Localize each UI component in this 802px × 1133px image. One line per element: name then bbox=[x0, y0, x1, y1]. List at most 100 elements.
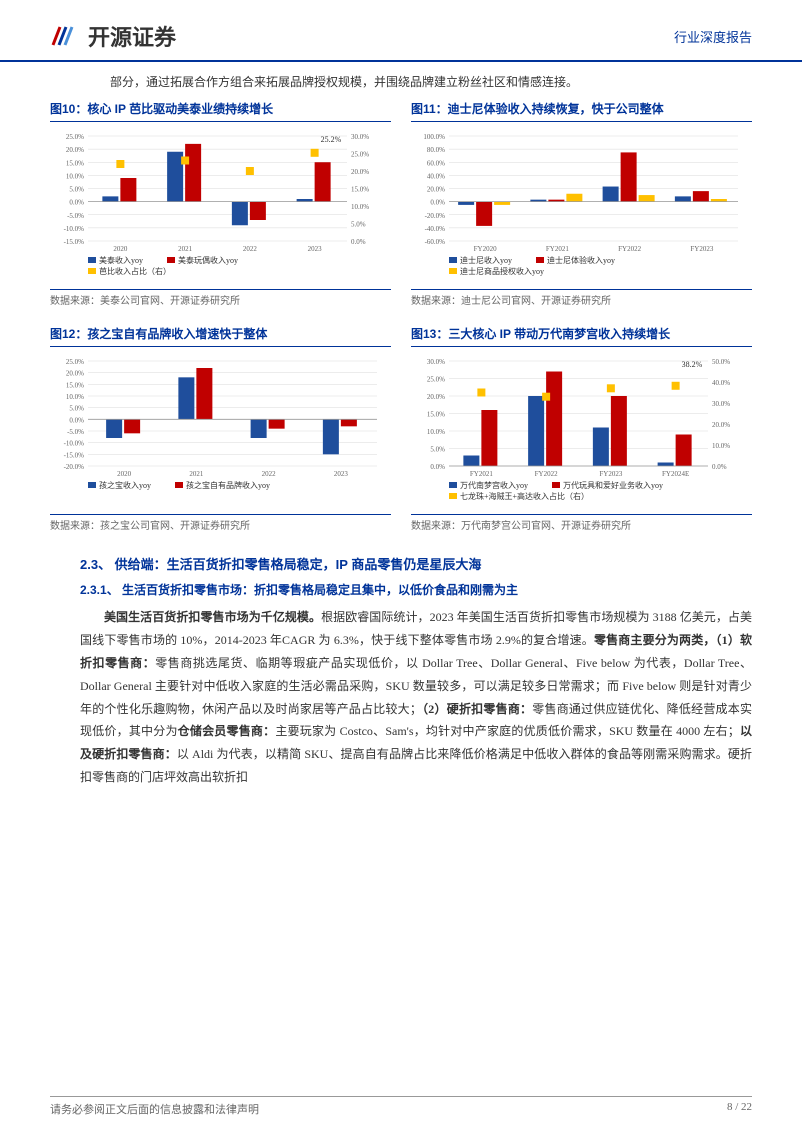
svg-text:20.0%: 20.0% bbox=[66, 147, 84, 155]
svg-text:美泰玩偶收入yoy: 美泰玩偶收入yoy bbox=[178, 255, 238, 265]
svg-text:孩之宝收入yoy: 孩之宝收入yoy bbox=[99, 480, 151, 490]
chart-10-source: 数据来源：美泰公司官网、开源证券研究所 bbox=[50, 292, 391, 307]
page-footer: 请务必参阅正文后面的信息披露和法律声明 8 / 22 bbox=[50, 1096, 752, 1117]
svg-text:孩之宝自有品牌收入yoy: 孩之宝自有品牌收入yoy bbox=[186, 480, 270, 490]
chart-10-block: 图10：核心 IP 芭比驱动美泰业绩持续增长 -15.0% -10.0% -5.0%… bbox=[50, 100, 391, 321]
svg-text:60.0%: 60.0% bbox=[427, 160, 445, 168]
svg-text:25.0%: 25.0% bbox=[351, 151, 369, 159]
svg-text:美泰收入yoy: 美泰收入yoy bbox=[99, 255, 143, 265]
footer-page-number: 8 / 22 bbox=[727, 1101, 752, 1117]
svg-text:2020: 2020 bbox=[113, 245, 128, 253]
svg-text:FY2021: FY2021 bbox=[470, 470, 493, 478]
svg-text:0.0%: 0.0% bbox=[351, 238, 366, 246]
svg-text:2021: 2021 bbox=[178, 245, 193, 253]
content-area: 部分，通过拓展合作方组合来拓展品牌授权规模，并围绕品牌建立粉丝社区和情感连接。 … bbox=[0, 62, 802, 789]
svg-text:2023: 2023 bbox=[308, 245, 323, 253]
svg-text:38.2%: 38.2% bbox=[682, 360, 703, 369]
svg-text:2022: 2022 bbox=[262, 470, 277, 478]
svg-text:25.2%: 25.2% bbox=[321, 135, 342, 144]
svg-text:10.0%: 10.0% bbox=[351, 203, 369, 211]
chart-10-title: 图10：核心 IP 芭比驱动美泰业绩持续增长 bbox=[50, 100, 391, 117]
logo-area: 开源证券 bbox=[50, 20, 176, 52]
svg-text:15.0%: 15.0% bbox=[351, 186, 369, 194]
svg-text:0.0%: 0.0% bbox=[69, 199, 84, 207]
report-type: 行业深度报告 bbox=[674, 27, 752, 46]
intro-paragraph: 部分，通过拓展合作方组合来拓展品牌授权规模，并围绕品牌建立粉丝社区和情感连接。 bbox=[110, 72, 752, 92]
svg-text:FY2023: FY2023 bbox=[690, 245, 713, 253]
svg-text:5.0%: 5.0% bbox=[351, 221, 366, 229]
svg-text:20.0%: 20.0% bbox=[712, 421, 730, 429]
chart-13-title: 图13：三大核心 IP 带动万代南梦宫收入持续增长 bbox=[411, 325, 752, 342]
chart-11-svg: -60.0%-40.0%-20.0%0.0%20.0%40.0%60.0%80.… bbox=[411, 126, 746, 281]
svg-text:40.0%: 40.0% bbox=[427, 173, 445, 181]
svg-text:30.0%: 30.0% bbox=[712, 400, 730, 408]
chart-13-block: 图13：三大核心 IP 带动万代南梦宫收入持续增长 0.0% 5.0% 10.0% 1… bbox=[411, 325, 752, 546]
charts-row-1: 图10：核心 IP 芭比驱动美泰业绩持续增长 -15.0% -10.0% -5.0%… bbox=[50, 100, 752, 321]
charts-row-2: 图12：孩之宝自有品牌收入增速快于整体 -20.0% -15.0% -10.0% -5… bbox=[50, 325, 752, 546]
chart-13-source: 数据来源：万代南梦宫公司官网、开源证券研究所 bbox=[411, 517, 752, 532]
svg-text:FY2023: FY2023 bbox=[599, 470, 622, 478]
svg-text:-20.0%: -20.0% bbox=[64, 463, 85, 471]
svg-text:10.0%: 10.0% bbox=[712, 442, 730, 450]
chart-12-title: 图12：孩之宝自有品牌收入增速快于整体 bbox=[50, 325, 391, 342]
svg-text:15.0%: 15.0% bbox=[66, 382, 84, 390]
chart-11-block: 图11：迪士尼体验收入持续恢复，快于公司整体 -60.0%-40.0%-20.0… bbox=[411, 100, 752, 321]
svg-text:-5.0%: -5.0% bbox=[67, 428, 84, 436]
svg-text:10.0%: 10.0% bbox=[427, 428, 445, 436]
svg-text:30.0%: 30.0% bbox=[351, 133, 369, 141]
svg-text:5.0%: 5.0% bbox=[69, 405, 84, 413]
svg-text:-15.0%: -15.0% bbox=[64, 238, 85, 246]
svg-text:25.0%: 25.0% bbox=[66, 133, 84, 141]
svg-text:FY2021: FY2021 bbox=[546, 245, 569, 253]
page-header: 开源证券 行业深度报告 bbox=[0, 0, 802, 62]
footer-disclaimer: 请务必参阅正文后面的信息披露和法律声明 bbox=[50, 1101, 259, 1117]
chart-10-svg: -15.0% -10.0% -5.0% 0.0% 5.0% 10.0% 15.0% 20.0%… bbox=[50, 126, 385, 281]
svg-text:20.0%: 20.0% bbox=[66, 370, 84, 378]
svg-text:-10.0%: -10.0% bbox=[64, 225, 85, 233]
svg-text:迪士尼收入yoy: 迪士尼收入yoy bbox=[460, 255, 512, 265]
svg-text:5.0%: 5.0% bbox=[69, 186, 84, 194]
svg-text:2020: 2020 bbox=[117, 470, 132, 478]
chart-12-svg: -20.0% -15.0% -10.0% -5.0% 0.0% 5.0% 10.0% 15.0… bbox=[50, 351, 385, 506]
svg-text:15.0%: 15.0% bbox=[427, 411, 445, 419]
svg-text:2021: 2021 bbox=[189, 470, 204, 478]
svg-text:100.0%: 100.0% bbox=[423, 133, 445, 141]
svg-text:25.0%: 25.0% bbox=[427, 376, 445, 384]
svg-text:20.0%: 20.0% bbox=[427, 393, 445, 401]
svg-text:0.0%: 0.0% bbox=[430, 463, 445, 471]
svg-text:七龙珠+海贼王+高达收入占比（右）: 七龙珠+海贼王+高达收入占比（右） bbox=[460, 491, 589, 501]
svg-text:-15.0%: -15.0% bbox=[64, 452, 85, 460]
svg-text:万代南梦宫收入yoy: 万代南梦宫收入yoy bbox=[460, 480, 528, 490]
svg-text:-40.0%: -40.0% bbox=[425, 225, 446, 233]
svg-text:FY2022: FY2022 bbox=[535, 470, 558, 478]
svg-text:FY2020: FY2020 bbox=[474, 245, 497, 253]
chart-12-block: 图12：孩之宝自有品牌收入增速快于整体 -20.0% -15.0% -10.0% -5… bbox=[50, 325, 391, 546]
chart-13-svg: 0.0% 5.0% 10.0% 15.0% 20.0% 25.0% 30.0% 0.0% 10.… bbox=[411, 351, 746, 506]
svg-text:迪士尼体验收入yoy: 迪士尼体验收入yoy bbox=[547, 255, 615, 265]
company-name: 开源证券 bbox=[88, 20, 176, 52]
chart-11-source: 数据来源：迪士尼公司官网、开源证券研究所 bbox=[411, 292, 752, 307]
svg-text:-10.0%: -10.0% bbox=[64, 440, 85, 448]
svg-text:0.0%: 0.0% bbox=[430, 199, 445, 207]
svg-text:5.0%: 5.0% bbox=[430, 446, 445, 454]
svg-text:50.0%: 50.0% bbox=[712, 358, 730, 366]
svg-text:15.0%: 15.0% bbox=[66, 160, 84, 168]
svg-text:FY2022: FY2022 bbox=[618, 245, 641, 253]
svg-text:万代玩具和爱好业务收入yoy: 万代玩具和爱好业务收入yoy bbox=[563, 480, 663, 490]
svg-text:-5.0%: -5.0% bbox=[67, 212, 84, 220]
chart-12-source: 数据来源：孩之宝公司官网、开源证券研究所 bbox=[50, 517, 391, 532]
svg-text:20.0%: 20.0% bbox=[351, 168, 369, 176]
svg-text:10.0%: 10.0% bbox=[66, 173, 84, 181]
svg-text:2023: 2023 bbox=[334, 470, 349, 478]
svg-text:FY2024E: FY2024E bbox=[662, 470, 689, 478]
svg-text:0.0%: 0.0% bbox=[69, 417, 84, 425]
svg-text:芭比收入占比（右）: 芭比收入占比（右） bbox=[99, 266, 171, 276]
svg-text:2022: 2022 bbox=[243, 245, 258, 253]
body-paragraph: 美国生活百货折扣零售市场为千亿规模。根据欧睿国际统计，2023 年美国生活百货折… bbox=[80, 606, 752, 788]
svg-text:80.0%: 80.0% bbox=[427, 147, 445, 155]
svg-text:40.0%: 40.0% bbox=[712, 379, 730, 387]
svg-text:-60.0%: -60.0% bbox=[425, 238, 446, 246]
svg-text:10.0%: 10.0% bbox=[66, 393, 84, 401]
section-2-3-title: 2.3、 供给端：生活百货折扣零售格局稳定，IP 商品零售仍是星辰大海 bbox=[80, 554, 752, 573]
svg-text:0.0%: 0.0% bbox=[712, 463, 727, 471]
